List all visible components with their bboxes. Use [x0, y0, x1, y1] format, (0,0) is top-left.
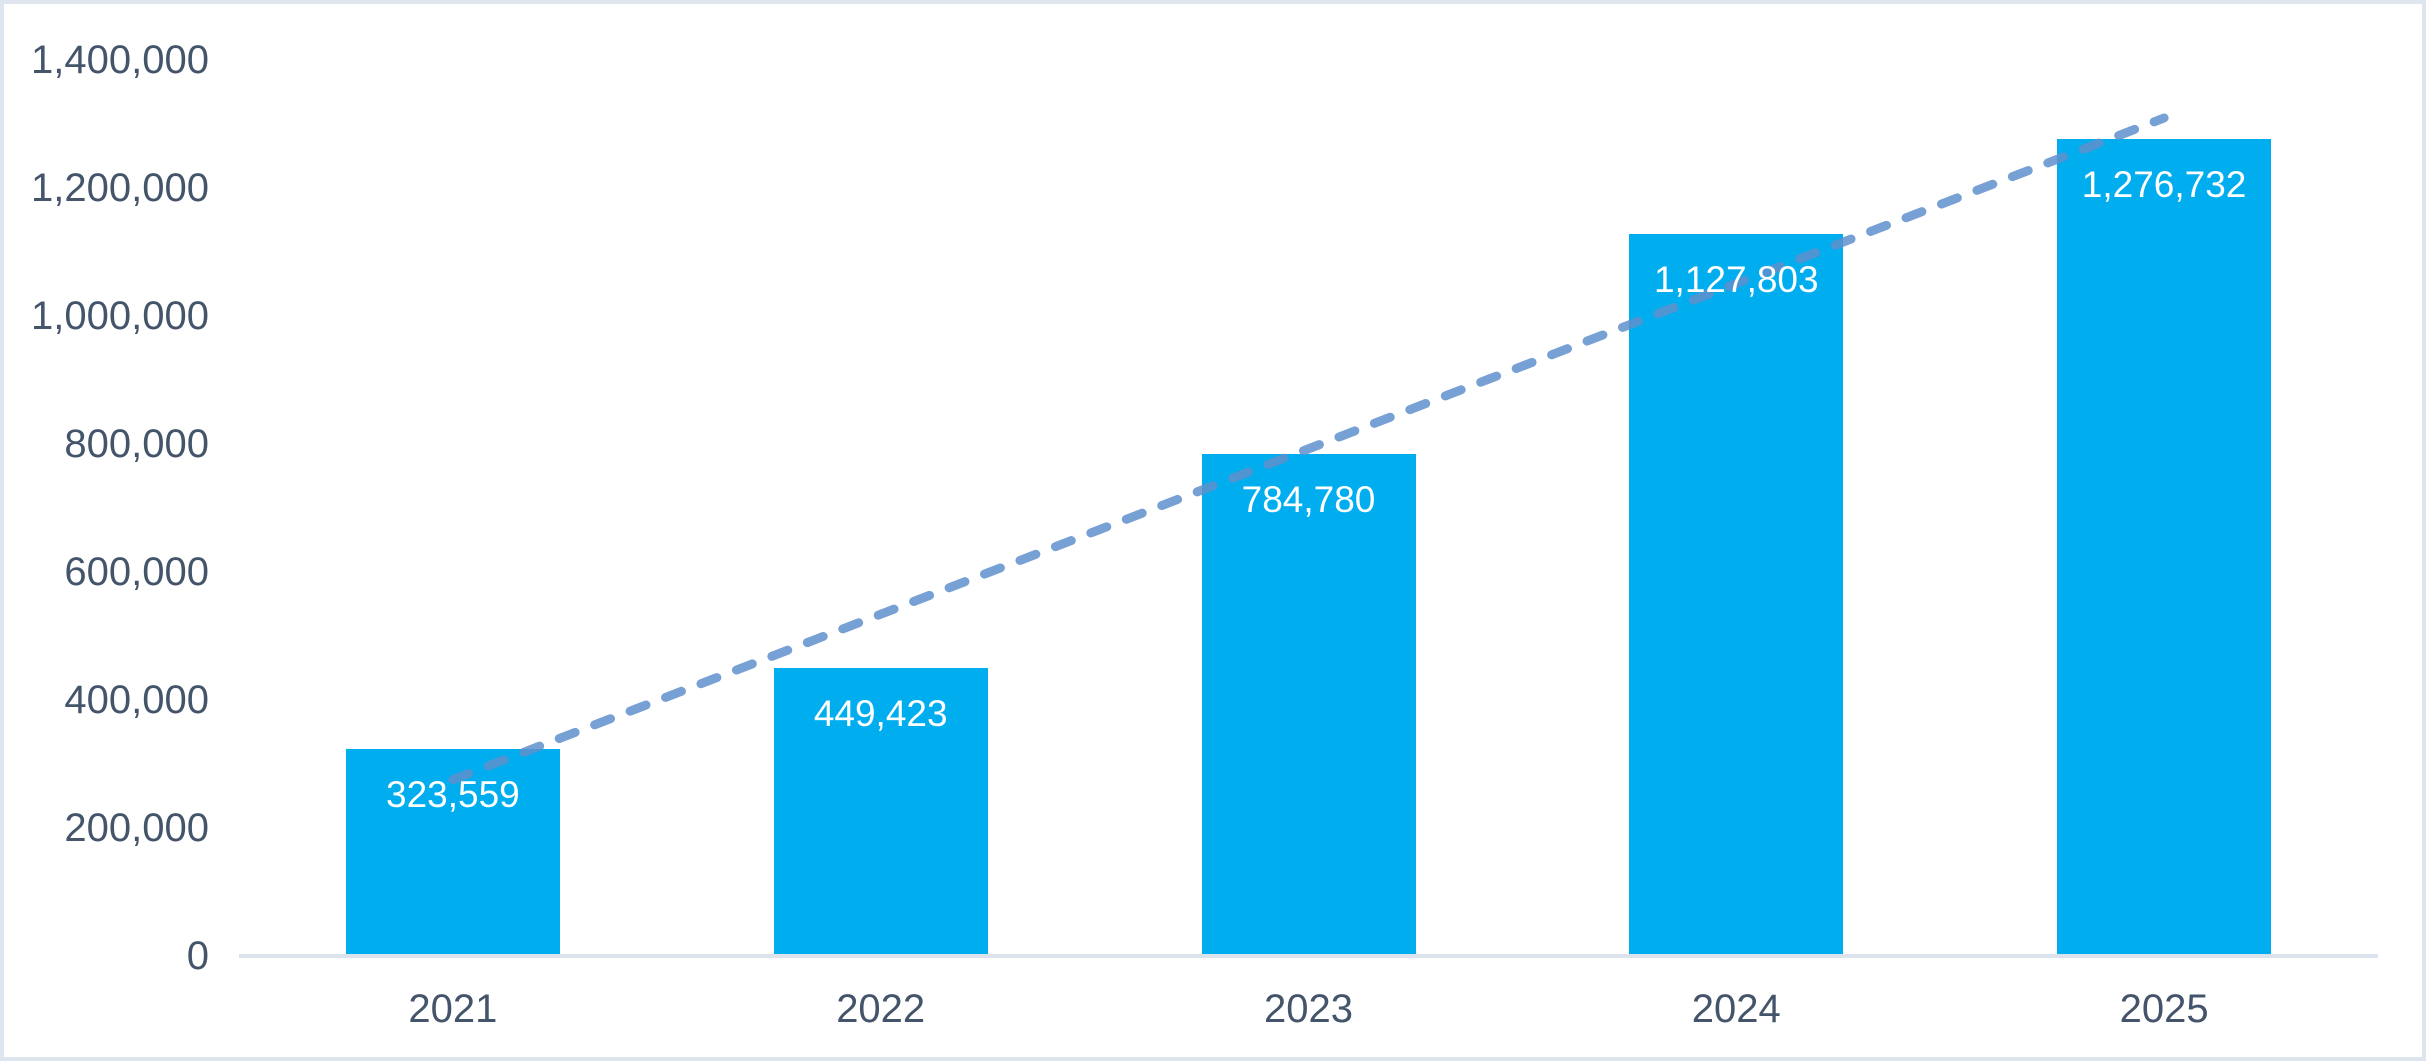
- x-axis-label: 2023: [1264, 987, 1353, 1031]
- y-axis-tick-label: 600,000: [64, 550, 209, 594]
- bar-value-label: 784,780: [1241, 478, 1376, 520]
- bar-value-label: 449,423: [813, 693, 948, 735]
- bar-2024: [1629, 234, 1844, 954]
- bar-value-label: 323,559: [386, 773, 520, 815]
- plot-area: 0 200,000 400,000 600,000 800,000 1,000,000 1,…: [4, 4, 2422, 1057]
- bar-2023: [1201, 453, 1416, 954]
- y-axis-tick-label: 1,400,000: [31, 38, 209, 82]
- y-axis-tick-label: 400,000: [64, 678, 209, 722]
- y-axis-tick-label: 800,000: [64, 422, 209, 466]
- x-axis-label: 2024: [1691, 987, 1781, 1031]
- bar-value-label: 1,127,803: [1653, 259, 1819, 301]
- y-axis-tick-label: 1,000,000: [31, 294, 209, 338]
- x-axis-label: 2025: [2119, 987, 2209, 1031]
- trendline-layer: [448, 113, 2169, 785]
- x-axis-label: 2022: [836, 987, 926, 1031]
- y-axis-tick-label: 200,000: [64, 806, 209, 850]
- x-axis-line: [239, 954, 2378, 958]
- trendline: [448, 113, 2169, 785]
- bar-2022: [773, 668, 988, 954]
- y-axis-tick-label: 1,200,000: [31, 166, 209, 210]
- x-axis-label: 2021: [408, 987, 498, 1031]
- bar-2025: [2057, 138, 2272, 954]
- bar-value-label: 1,276,732: [2081, 163, 2247, 205]
- y-axis-tick-label: 0: [186, 934, 209, 978]
